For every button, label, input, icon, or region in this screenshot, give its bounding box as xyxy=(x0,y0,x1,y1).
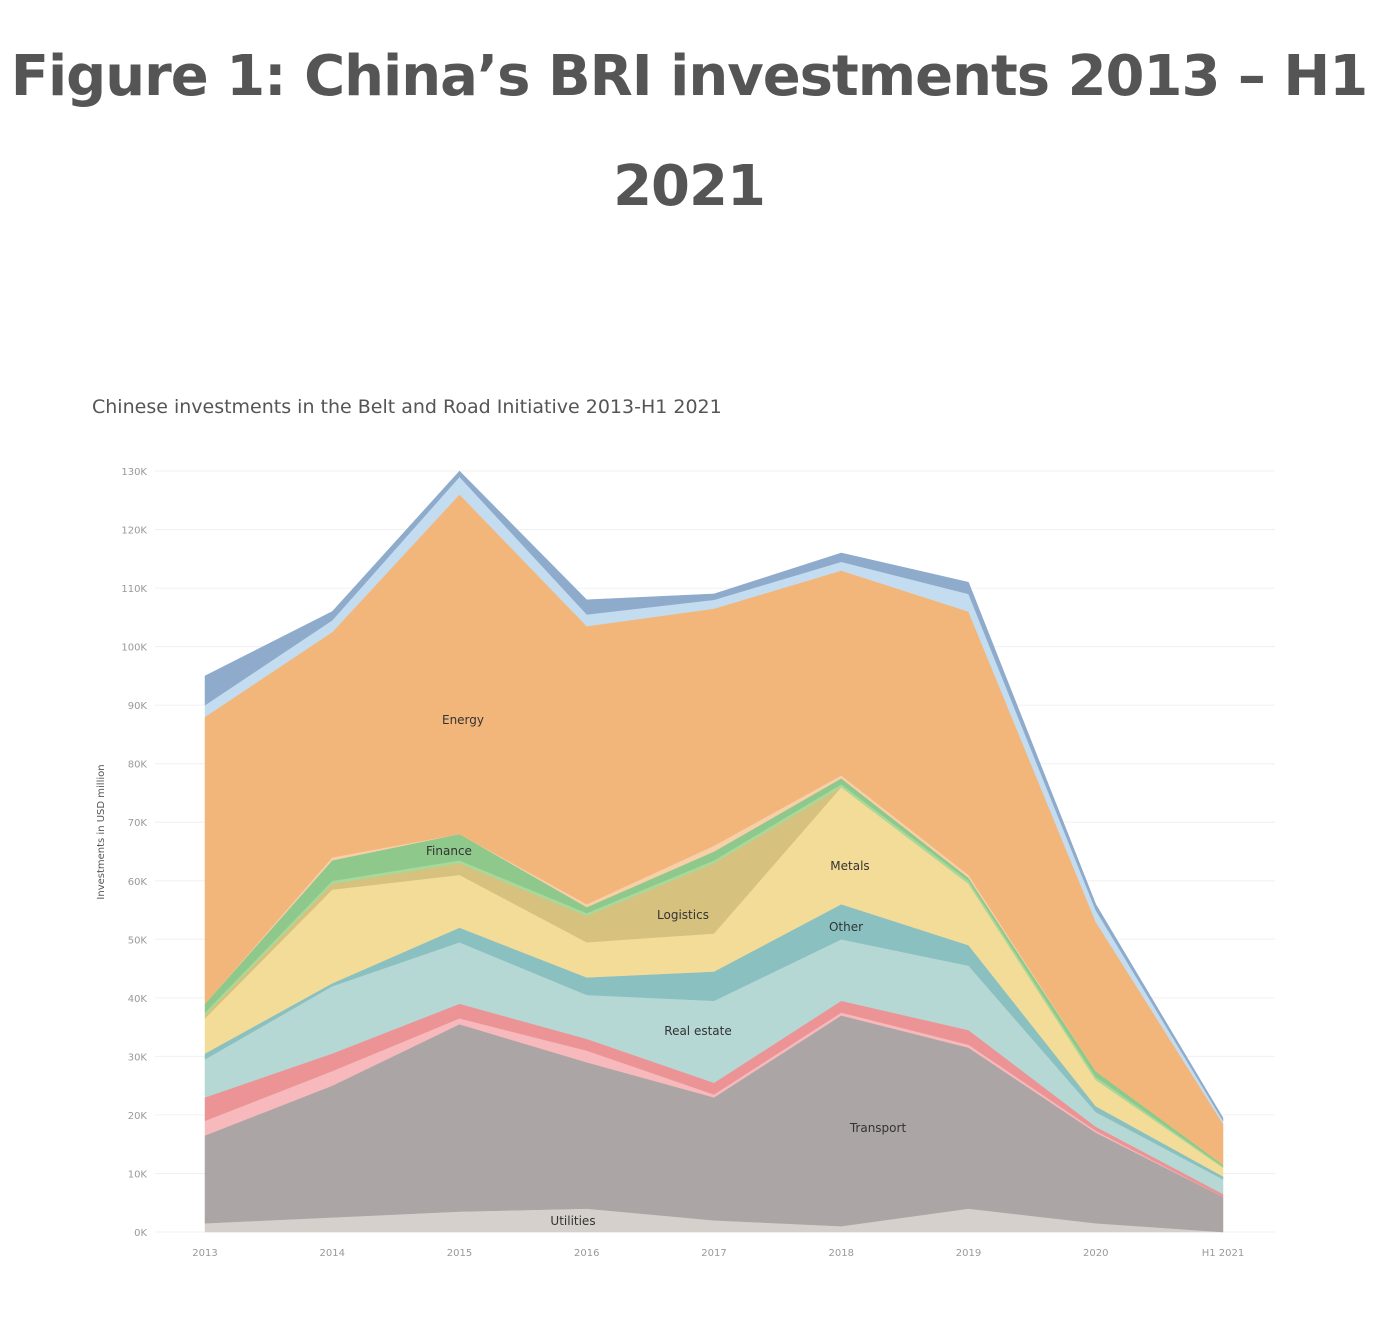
y-axis-label: Investments in USD million xyxy=(96,764,107,899)
label-other: Other xyxy=(829,920,863,934)
chart-title: Chinese investments in the Belt and Road… xyxy=(92,396,722,418)
x-axis-ticks: 2013 2014 2015 2016 2017 2018 2019 2020 H1 2021 xyxy=(192,1248,1244,1259)
label-transport: Transport xyxy=(849,1121,907,1135)
y-tick-label: 90K xyxy=(128,701,148,712)
y-tick-label: 70K xyxy=(128,818,148,829)
x-tick-label: 2018 xyxy=(829,1248,854,1259)
x-tick-label: 2019 xyxy=(956,1248,981,1259)
label-utilities: Utilities xyxy=(550,1214,595,1228)
x-tick-label: 2020 xyxy=(1083,1248,1108,1259)
y-tick-label: 80K xyxy=(128,760,148,771)
page-title-line-1: Figure 1: China’s BRI investments 2013 –… xyxy=(10,44,1369,109)
y-tick-label: 10K xyxy=(128,1169,148,1180)
label-metals: Metals xyxy=(830,859,869,873)
y-tick-label: 110K xyxy=(121,584,147,595)
y-tick-label: 120K xyxy=(121,526,147,537)
area-layers xyxy=(204,470,1224,1233)
x-tick-label: 2013 xyxy=(192,1248,217,1259)
y-tick-label: 50K xyxy=(128,935,148,946)
y-axis-ticks: 0K 10K 20K 30K 40K 50K 60K 70K 80K 90K 100K 110K 120… xyxy=(121,467,147,1239)
y-tick-label: 100K xyxy=(121,643,147,654)
label-finance: Finance xyxy=(426,844,472,858)
x-tick-label: H1 2021 xyxy=(1202,1248,1245,1259)
label-energy: Energy xyxy=(442,713,484,727)
area-series-13 xyxy=(204,470,1224,1122)
x-tick-label: 2017 xyxy=(701,1248,726,1259)
y-tick-label: 130K xyxy=(121,467,147,478)
label-real-estate: Real estate xyxy=(664,1024,731,1038)
y-tick-label: 0K xyxy=(134,1228,147,1239)
label-logistics: Logistics xyxy=(657,908,709,922)
page-title-line-2: 2021 xyxy=(613,154,766,219)
y-tick-label: 30K xyxy=(128,1052,148,1063)
x-tick-label: 2016 xyxy=(574,1248,599,1259)
y-tick-label: 20K xyxy=(128,1111,148,1122)
y-tick-label: 60K xyxy=(128,877,148,888)
series-labels: Energy Finance Logistics Metals Other Re… xyxy=(426,713,906,1228)
x-tick-label: 2014 xyxy=(320,1248,345,1259)
y-tick-label: 40K xyxy=(128,994,148,1005)
x-tick-label: 2015 xyxy=(447,1248,472,1259)
